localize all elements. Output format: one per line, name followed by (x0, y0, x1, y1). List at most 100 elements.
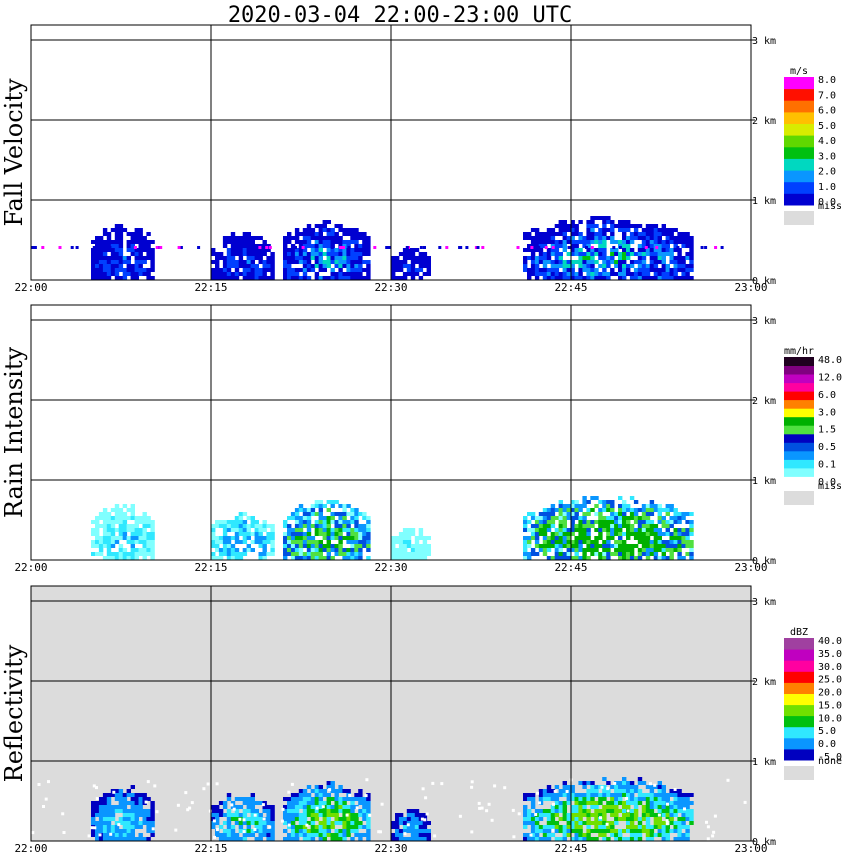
echo-cell (410, 264, 416, 268)
echo-cell (254, 524, 259, 528)
echo-cell (633, 837, 639, 841)
echo-cell (254, 272, 259, 276)
echo-cell (566, 813, 571, 817)
echo-cell (122, 520, 128, 524)
colorbar-label: 1.5 (818, 425, 836, 436)
echo-cell (558, 224, 563, 228)
echo-cell (102, 272, 108, 276)
noise-cell (258, 246, 262, 249)
echo-cell (661, 544, 666, 548)
echo-cell (110, 809, 116, 813)
echo-cell (558, 228, 563, 232)
echo-cell (542, 508, 548, 512)
echo-cell (294, 272, 300, 276)
echo-cell (661, 552, 666, 556)
echo-cell (230, 556, 236, 560)
noise-cell (287, 790, 291, 794)
echo-cell (102, 833, 108, 837)
echo-cell (649, 264, 655, 268)
echo-cell (673, 801, 678, 805)
echo-cell (558, 516, 563, 520)
echo-cell (653, 264, 659, 268)
echo-cell (602, 276, 607, 280)
echo-cell (250, 256, 255, 260)
echo-cell (358, 544, 363, 548)
echo-cell (122, 276, 128, 280)
echo-cell (122, 837, 128, 841)
echo-cell (626, 817, 631, 821)
echo-cell (622, 252, 627, 256)
echo-cell (391, 260, 396, 264)
colorbar-label: 0.0 (818, 197, 836, 208)
time-tick-label: 22:45 (554, 561, 587, 574)
echo-cell (422, 548, 428, 552)
echo-cell (562, 516, 567, 520)
echo-cell (629, 789, 635, 793)
echo-cell (606, 516, 611, 520)
echo-cell (395, 536, 400, 540)
echo-cell (102, 244, 108, 248)
noise-cell (92, 246, 96, 249)
echo-cell (122, 797, 128, 801)
echo-cell (590, 216, 595, 220)
echo-cell (398, 276, 404, 280)
echo-cell (626, 789, 631, 793)
echo-cell (246, 801, 251, 805)
echo-cell (366, 264, 371, 268)
echo-cell (98, 544, 104, 548)
echo-cell (677, 520, 682, 524)
echo-cell (602, 272, 607, 276)
echo-cell (258, 248, 263, 252)
noise-cell (665, 822, 669, 826)
echo-cell (250, 833, 255, 837)
echo-cell (618, 544, 623, 548)
echo-cell (326, 813, 331, 817)
echo-cell (330, 789, 335, 793)
echo-cell (358, 789, 363, 793)
echo-cell (645, 833, 651, 837)
echo-cell (538, 268, 544, 272)
echo-cell (287, 833, 292, 837)
noise-cell (474, 246, 478, 249)
echo-cell (106, 813, 112, 817)
echo-cell (258, 837, 263, 841)
height-tick-label: 1 km (752, 757, 776, 768)
echo-cell (677, 833, 682, 837)
colorbar-swatch (784, 671, 814, 683)
echo-cell (657, 532, 662, 536)
echo-cell (95, 516, 100, 520)
echo-cell (294, 540, 300, 544)
echo-cell (657, 508, 662, 512)
echo-cell (645, 276, 651, 280)
echo-cell (414, 813, 420, 817)
echo-cell (242, 236, 248, 240)
echo-cell (677, 797, 682, 801)
echo-cell (641, 532, 647, 536)
echo-cell (266, 829, 271, 833)
echo-cell (633, 268, 639, 272)
noise-cell (262, 817, 266, 821)
echo-cell (350, 540, 355, 544)
echo-cell (582, 252, 587, 256)
echo-cell (226, 256, 232, 260)
echo-cell (582, 520, 587, 524)
echo-cell (422, 829, 428, 833)
echo-cell (641, 228, 647, 232)
echo-cell (422, 536, 428, 540)
noise-cell (527, 246, 531, 249)
echo-cell (222, 544, 228, 548)
echo-cell (234, 532, 240, 536)
echo-cell (126, 801, 131, 805)
noise-cell (612, 246, 616, 249)
echo-cell (110, 829, 116, 833)
colorbar-label: 3.0 (818, 407, 836, 418)
echo-cell (98, 540, 104, 544)
echo-cell (614, 805, 619, 809)
echo-cell (338, 548, 343, 552)
echo-cells (91, 496, 694, 560)
echo-cell (302, 256, 308, 260)
echo-cell (334, 829, 339, 833)
echo-cell (586, 532, 591, 536)
echo-cell (302, 536, 308, 540)
echo-cell (566, 508, 571, 512)
